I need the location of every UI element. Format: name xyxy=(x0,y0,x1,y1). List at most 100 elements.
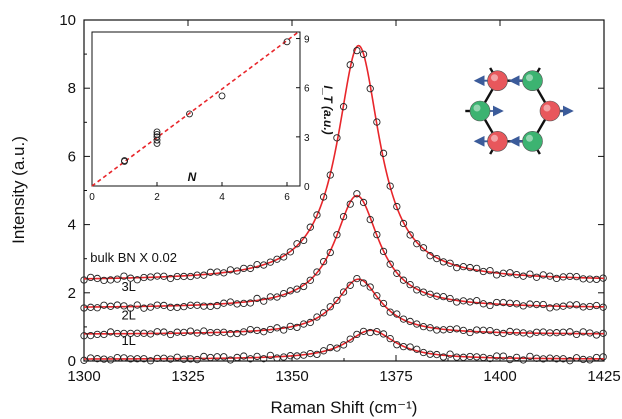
data-point xyxy=(599,353,607,361)
data-point xyxy=(366,215,374,224)
inset-data-point xyxy=(153,128,161,136)
y-tick-label: 10 xyxy=(59,12,76,29)
inset-y-title: I_T (a.u.) xyxy=(321,85,335,134)
fit-line xyxy=(84,278,605,335)
data-point xyxy=(353,46,361,55)
data-point xyxy=(240,328,248,336)
data-point xyxy=(220,269,228,277)
data-point xyxy=(499,352,507,360)
data-point xyxy=(393,310,401,318)
inset-data-point xyxy=(121,157,128,165)
data-point xyxy=(299,320,308,328)
data-point xyxy=(379,149,388,157)
data-point xyxy=(346,335,354,343)
data-point xyxy=(213,268,221,276)
atom-highlight xyxy=(526,134,533,142)
data-point xyxy=(406,343,414,351)
data-point xyxy=(313,268,321,276)
series-2l: 2L xyxy=(80,274,607,340)
data-point xyxy=(453,325,461,333)
data-point xyxy=(87,331,95,340)
data-point xyxy=(446,259,454,267)
data-point xyxy=(512,270,521,279)
data-point xyxy=(486,354,494,363)
data-point xyxy=(373,328,381,336)
data-point xyxy=(220,353,228,361)
data-point xyxy=(386,182,394,190)
data-point xyxy=(592,301,601,310)
data-point xyxy=(226,298,235,306)
inset-fit-line xyxy=(91,31,299,187)
data-point xyxy=(353,274,361,283)
data-point xyxy=(87,354,95,362)
data-point xyxy=(413,240,421,248)
data-point xyxy=(519,272,527,280)
data-point xyxy=(592,331,601,339)
data-point xyxy=(293,323,301,332)
data-point xyxy=(473,296,481,305)
data-point xyxy=(433,254,441,263)
data-point xyxy=(519,302,527,310)
data-point xyxy=(539,300,547,309)
data-point xyxy=(319,347,328,355)
data-point xyxy=(226,266,235,274)
atom-highlight xyxy=(491,134,498,142)
y-tick-label: 0 xyxy=(68,353,76,370)
data-point xyxy=(266,351,275,360)
data-point xyxy=(572,301,581,309)
data-point xyxy=(193,355,201,364)
data-point xyxy=(180,303,188,311)
data-point xyxy=(419,244,428,252)
fit-line xyxy=(83,194,605,308)
atom-highlight xyxy=(543,104,551,112)
data-point xyxy=(166,355,175,363)
data-point xyxy=(87,273,95,282)
inset-data-point xyxy=(153,130,161,138)
data-point xyxy=(166,274,175,283)
data-point xyxy=(200,271,208,279)
data-point xyxy=(539,328,547,336)
data-point xyxy=(120,302,128,310)
data-point xyxy=(366,283,374,291)
data-point xyxy=(80,356,88,364)
data-point xyxy=(113,353,121,362)
data-point xyxy=(393,269,401,277)
data-point xyxy=(506,355,514,364)
data-point xyxy=(419,348,428,357)
data-point xyxy=(246,355,255,363)
data-point xyxy=(126,304,135,312)
data-point xyxy=(466,328,474,337)
data-point xyxy=(246,299,255,307)
data-point xyxy=(166,330,175,339)
data-point xyxy=(100,330,108,339)
data-point xyxy=(260,328,268,336)
data-point xyxy=(359,50,368,58)
data-point xyxy=(93,304,101,312)
data-point xyxy=(106,356,115,364)
data-point xyxy=(426,252,434,260)
data-point xyxy=(346,200,354,208)
data-point xyxy=(373,230,381,239)
data-point xyxy=(333,231,341,239)
data-point xyxy=(93,274,101,283)
data-point xyxy=(393,202,401,211)
data-point xyxy=(333,134,341,142)
data-point xyxy=(260,261,268,269)
data-point xyxy=(386,308,394,316)
data-point xyxy=(579,275,587,283)
data-point xyxy=(486,266,494,275)
data-point xyxy=(146,330,155,338)
y-tick-label: 2 xyxy=(68,285,76,302)
data-point xyxy=(106,328,115,336)
data-point xyxy=(559,328,567,336)
data-point xyxy=(359,327,368,335)
inset-y-tick-label: 9 xyxy=(304,35,310,46)
data-point xyxy=(113,275,121,283)
data-point xyxy=(399,219,408,228)
data-point xyxy=(293,240,301,248)
x-tick-label: 1400 xyxy=(483,368,516,385)
inset-x-tick-label: 4 xyxy=(219,192,225,203)
data-point xyxy=(333,344,341,352)
y-tick-label: 6 xyxy=(68,148,76,165)
data-point xyxy=(526,352,534,361)
